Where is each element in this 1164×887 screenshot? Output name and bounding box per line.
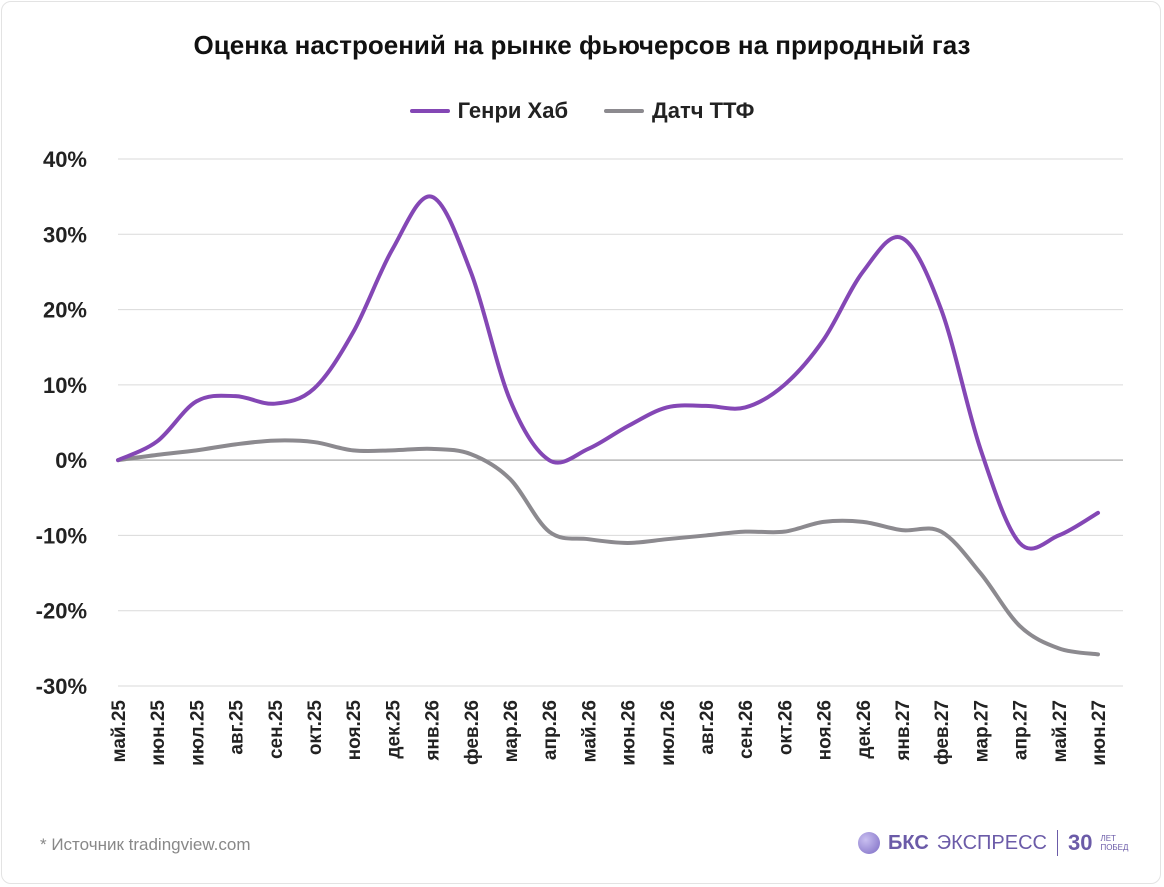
series-line-0 bbox=[116, 194, 1100, 551]
legend-item-henry-hub: Генри Хаб bbox=[409, 98, 569, 124]
x-tick-label-23: апр.27 bbox=[1011, 700, 1032, 760]
y-tick-label-7: -30% bbox=[36, 674, 87, 699]
x-tick-label-13: июн.26 bbox=[619, 700, 640, 766]
y-tick-label-3: 10% bbox=[43, 373, 87, 398]
brand-small-2: ПОБЕД bbox=[1100, 843, 1129, 852]
brand-bks: БКС bbox=[888, 831, 929, 854]
legend-item-dutch-ttf: Датч ТТФ bbox=[604, 98, 754, 124]
y-tick-label-5: -10% bbox=[36, 523, 87, 548]
x-tick-label-15: авг.26 bbox=[697, 700, 718, 755]
x-tick-label-16: сен.26 bbox=[736, 700, 757, 759]
x-tick-label-22: мар.27 bbox=[971, 700, 992, 762]
y-tick-label-6: -20% bbox=[36, 599, 87, 624]
x-tick-label-14: июл.26 bbox=[658, 700, 679, 766]
x-tick-label-25: июн.27 bbox=[1089, 700, 1110, 766]
chart-title: Оценка настроений на рынке фьючерсов на … bbox=[193, 30, 971, 60]
x-tick-label-11: апр.26 bbox=[540, 700, 561, 760]
x-tick-label-12: май.26 bbox=[579, 700, 600, 762]
y-tick-label-4: 0% bbox=[55, 448, 87, 473]
legend-swatch-henry-hub bbox=[409, 109, 450, 113]
brand-30: 30 bbox=[1067, 830, 1093, 855]
x-tick-label-8: янв.26 bbox=[423, 700, 444, 762]
x-tick-label-20: янв.27 bbox=[893, 700, 914, 762]
x-tick-label-1: июн.25 bbox=[148, 700, 169, 766]
x-tick-label-9: фев.26 bbox=[462, 700, 483, 765]
source-note: * Источник tradingview.com bbox=[40, 835, 251, 854]
x-tick-label-6: ноя.25 bbox=[344, 700, 365, 761]
brand-small-1: ЛЕТ bbox=[1100, 834, 1116, 843]
bks-logo-icon bbox=[858, 832, 880, 854]
legend-label-dutch-ttf: Датч ТТФ bbox=[652, 98, 755, 123]
x-tick-label-2: июл.25 bbox=[187, 700, 208, 766]
x-tick-label-24: май.27 bbox=[1050, 700, 1071, 762]
y-tick-label-1: 30% bbox=[43, 222, 87, 247]
brand-years: ЛЕТ ПОБЕД bbox=[1100, 834, 1128, 852]
x-tick-label-3: авг.25 bbox=[227, 700, 248, 755]
brand-divider bbox=[1056, 830, 1058, 856]
x-tick-label-18: ноя.26 bbox=[815, 700, 836, 760]
x-tick-label-21: фев.27 bbox=[932, 700, 953, 765]
x-tick-label-17: окт.26 bbox=[775, 700, 796, 755]
y-tick-label-2: 20% bbox=[43, 298, 87, 323]
brand-logo: БКС ЭКСПРЕСС 30 ЛЕТ ПОБЕД bbox=[858, 830, 1128, 856]
x-tick-label-0: май.25 bbox=[109, 700, 130, 763]
x-tick-label-4: сен.25 bbox=[266, 700, 287, 759]
chart-legend: Генри Хаб Датч ТТФ bbox=[0, 98, 1164, 124]
x-tick-label-5: окт.25 bbox=[305, 700, 326, 756]
legend-label-henry-hub: Генри Хаб bbox=[457, 98, 569, 123]
brand-express: ЭКСПРЕСС bbox=[936, 831, 1047, 854]
y-tick-label-0: 40% bbox=[43, 147, 87, 172]
legend-swatch-dutch-ttf bbox=[604, 109, 645, 113]
x-tick-label-10: мар.26 bbox=[501, 700, 522, 762]
x-tick-label-19: дек.26 bbox=[854, 700, 875, 759]
series-line-1 bbox=[116, 438, 1100, 657]
x-tick-label-7: дек.25 bbox=[383, 700, 404, 759]
